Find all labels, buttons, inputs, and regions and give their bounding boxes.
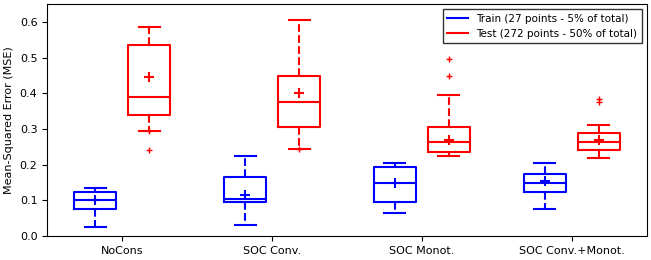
- Y-axis label: Mean-Squared Error (MSE): Mean-Squared Error (MSE): [4, 46, 14, 194]
- Legend: Train (27 points - 5% of total), Test (272 points - 50% of total): Train (27 points - 5% of total), Test (2…: [443, 9, 642, 43]
